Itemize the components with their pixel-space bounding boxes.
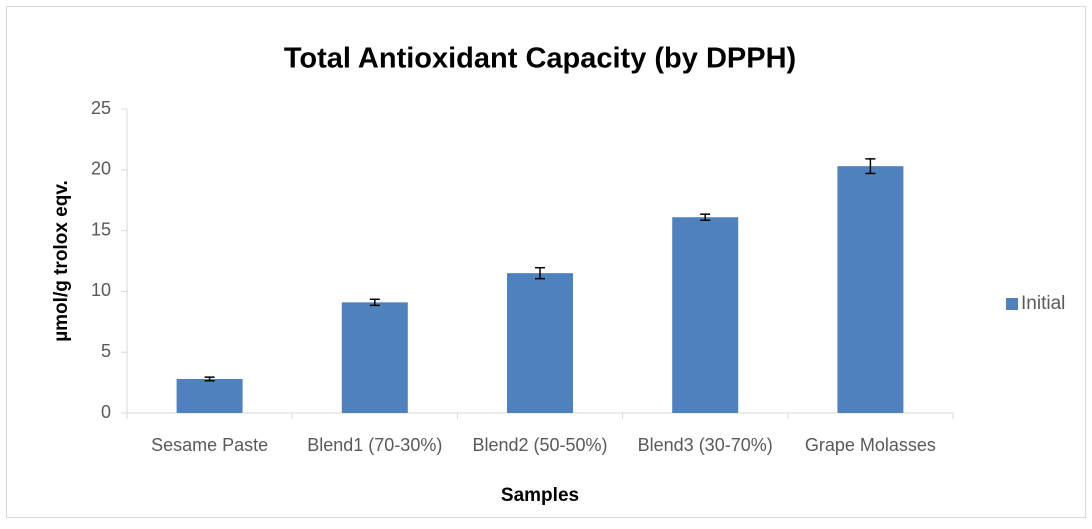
x-tick-label: Blend2 (50-50%) <box>472 435 607 455</box>
x-tick-label: Blend3 (30-70%) <box>638 435 773 455</box>
y-tick-label: 5 <box>101 341 111 361</box>
y-tick-label: 15 <box>91 219 111 239</box>
y-tick-label: 25 <box>91 98 111 118</box>
y-tick-label: 10 <box>91 280 111 300</box>
x-tick-label: Grape Molasses <box>805 435 936 455</box>
y-tick-label: 20 <box>91 159 111 179</box>
chart-title: Total Antioxidant Capacity (by DPPH) <box>284 43 796 75</box>
error-bar <box>204 376 215 382</box>
bar <box>837 166 904 413</box>
error-bar <box>700 213 711 222</box>
bar <box>341 302 408 413</box>
x-axis-label: Samples <box>501 485 579 506</box>
chart-border <box>6 6 1086 518</box>
legend-label: Initial <box>1021 293 1065 314</box>
error-bar <box>535 266 545 280</box>
bar <box>672 217 739 413</box>
error-bar <box>369 298 380 307</box>
bar <box>507 273 573 413</box>
error-bar <box>865 158 876 175</box>
y-tick-label: 0 <box>101 402 111 422</box>
bar <box>176 378 243 413</box>
x-tick-label: Sesame Paste <box>151 435 268 455</box>
x-tick-label: Blend1 (70-30%) <box>307 435 442 455</box>
legend-swatch <box>1006 298 1018 310</box>
y-axis-label: µmol/g trolox eqv. <box>51 180 72 342</box>
